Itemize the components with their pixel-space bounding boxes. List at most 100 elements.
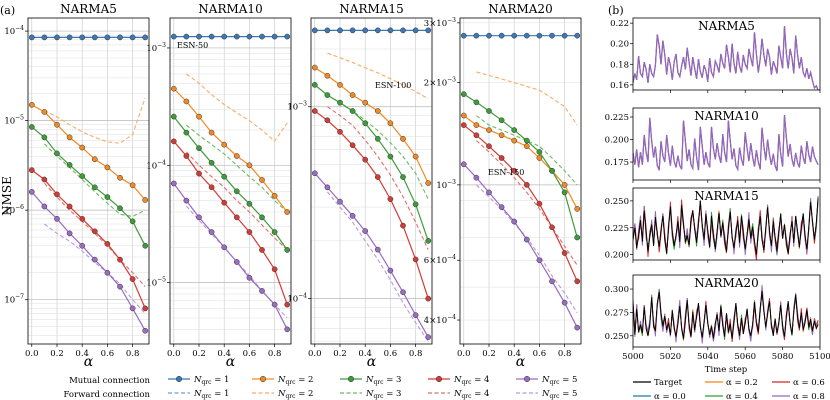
y-tick-label: 4×10−4 [424, 314, 456, 326]
data-point [183, 98, 190, 105]
data-point [574, 324, 581, 331]
data-point [129, 182, 136, 189]
data-point [233, 153, 240, 159]
data-point [412, 153, 419, 160]
data-point [362, 228, 369, 234]
legend-marker [435, 375, 443, 383]
data-point [523, 182, 530, 188]
legend-label-n3: Nqrc = 3 [365, 375, 401, 386]
data-point [259, 214, 265, 221]
data-point [498, 32, 505, 39]
legend-label: α = 0.4 [726, 392, 758, 400]
data-point [374, 108, 381, 114]
data-point [259, 177, 265, 183]
data-point [284, 209, 291, 215]
plot-title: NARMA15 [339, 2, 403, 16]
plot-frame [632, 187, 821, 261]
data-point [425, 27, 432, 34]
data-point [387, 120, 394, 127]
data-point [259, 288, 265, 294]
data-point [196, 33, 202, 40]
data-point [54, 215, 60, 222]
data-point [362, 120, 369, 127]
y-tick-label: 0.200 [605, 136, 629, 146]
data-point [79, 215, 86, 222]
data-point [486, 127, 492, 133]
timeseries-narma15: NARMA15 0.200 0.225 0.250 [605, 187, 821, 263]
data-point [196, 113, 202, 120]
data-point [561, 32, 568, 39]
x-tick-label: 0.4 [358, 349, 372, 359]
data-point [104, 164, 111, 171]
esn-annotation: ESN-100 [375, 81, 411, 90]
data-point [28, 189, 35, 195]
x-tick-label: 0.2 [482, 349, 496, 359]
data-point [208, 129, 215, 136]
data-point [473, 174, 480, 181]
y-tick-label: 10−4 [4, 25, 24, 37]
data-point [91, 34, 98, 41]
data-point [460, 161, 467, 168]
legend-marker [259, 375, 267, 383]
data-point [400, 222, 406, 229]
data-point [425, 295, 432, 302]
data-point [561, 189, 568, 196]
data-point [400, 289, 406, 296]
y-tick-label: 0.16 [610, 81, 629, 91]
data-point [460, 122, 467, 128]
plot-frame [169, 17, 292, 345]
data-point [412, 312, 419, 318]
data-point [561, 250, 568, 256]
data-point [170, 33, 177, 40]
y-tick-label: 0.225 [605, 113, 629, 123]
series-mutual-n2 [31, 104, 146, 201]
series-forward-n4 [185, 151, 288, 251]
plot-frame [27, 17, 150, 345]
x-tick-label: 0.8 [558, 349, 572, 359]
plot-frame [310, 17, 433, 345]
x-tick-label: 0.8 [126, 349, 140, 359]
legend-marker [347, 375, 355, 383]
data-point [129, 34, 136, 41]
panel-label-b: (b) [608, 4, 624, 17]
data-point [117, 283, 123, 290]
x-tick-label: 0.6 [384, 349, 398, 359]
y-tick-label: 10−3 [436, 179, 456, 191]
data-point [574, 278, 581, 285]
y-tick-label: 0.18 [610, 60, 629, 70]
legend-row-mutual: Mutual connection [69, 376, 150, 386]
data-point [41, 109, 48, 115]
y-tick-label: 0.275 [605, 308, 629, 318]
x-tick-label: 0.0 [457, 349, 471, 359]
legend-panel-b: Target α = 0.0 α = 0.2 α = 0.4 α = 0.6 α = 0.… [633, 378, 825, 400]
plot-narma15: 0.0 0.2 0.4 0.6 0.8 10−3 10−4 NARMA15 α ESN-100 [287, 2, 433, 370]
legend-label-n3: Nqrc = 3 [365, 389, 401, 400]
series-mutual-n2 [314, 67, 429, 184]
data-point [284, 301, 291, 308]
series-forward-n3 [186, 124, 288, 213]
data-point [208, 229, 215, 235]
data-point [41, 203, 48, 210]
data-point [486, 143, 492, 150]
data-point [536, 149, 543, 155]
y-tick-label: 6×10−4 [424, 254, 456, 266]
data-point [221, 173, 228, 180]
y-tick-label: 2×10−3 [424, 77, 456, 89]
x-tick-label: 0.4 [507, 349, 521, 359]
legend-label-n1: Nqrc = 1 [193, 375, 229, 386]
data-point [259, 33, 265, 40]
data-point [511, 137, 518, 144]
legend-label-n4: Nqrc = 4 [453, 375, 489, 386]
x-tick-label: 5060 [734, 352, 756, 362]
series-mutual-n3 [173, 116, 288, 251]
data-point [129, 218, 136, 225]
data-point [511, 32, 518, 39]
series-mutual-n5 [31, 191, 146, 331]
y-tick-label: 10−5 [4, 115, 24, 127]
series-mutual-n4 [31, 169, 146, 309]
plot-title: NARMA20 [488, 2, 552, 16]
data-point [233, 188, 240, 195]
data-point [362, 99, 369, 106]
legend-marker [523, 375, 531, 383]
